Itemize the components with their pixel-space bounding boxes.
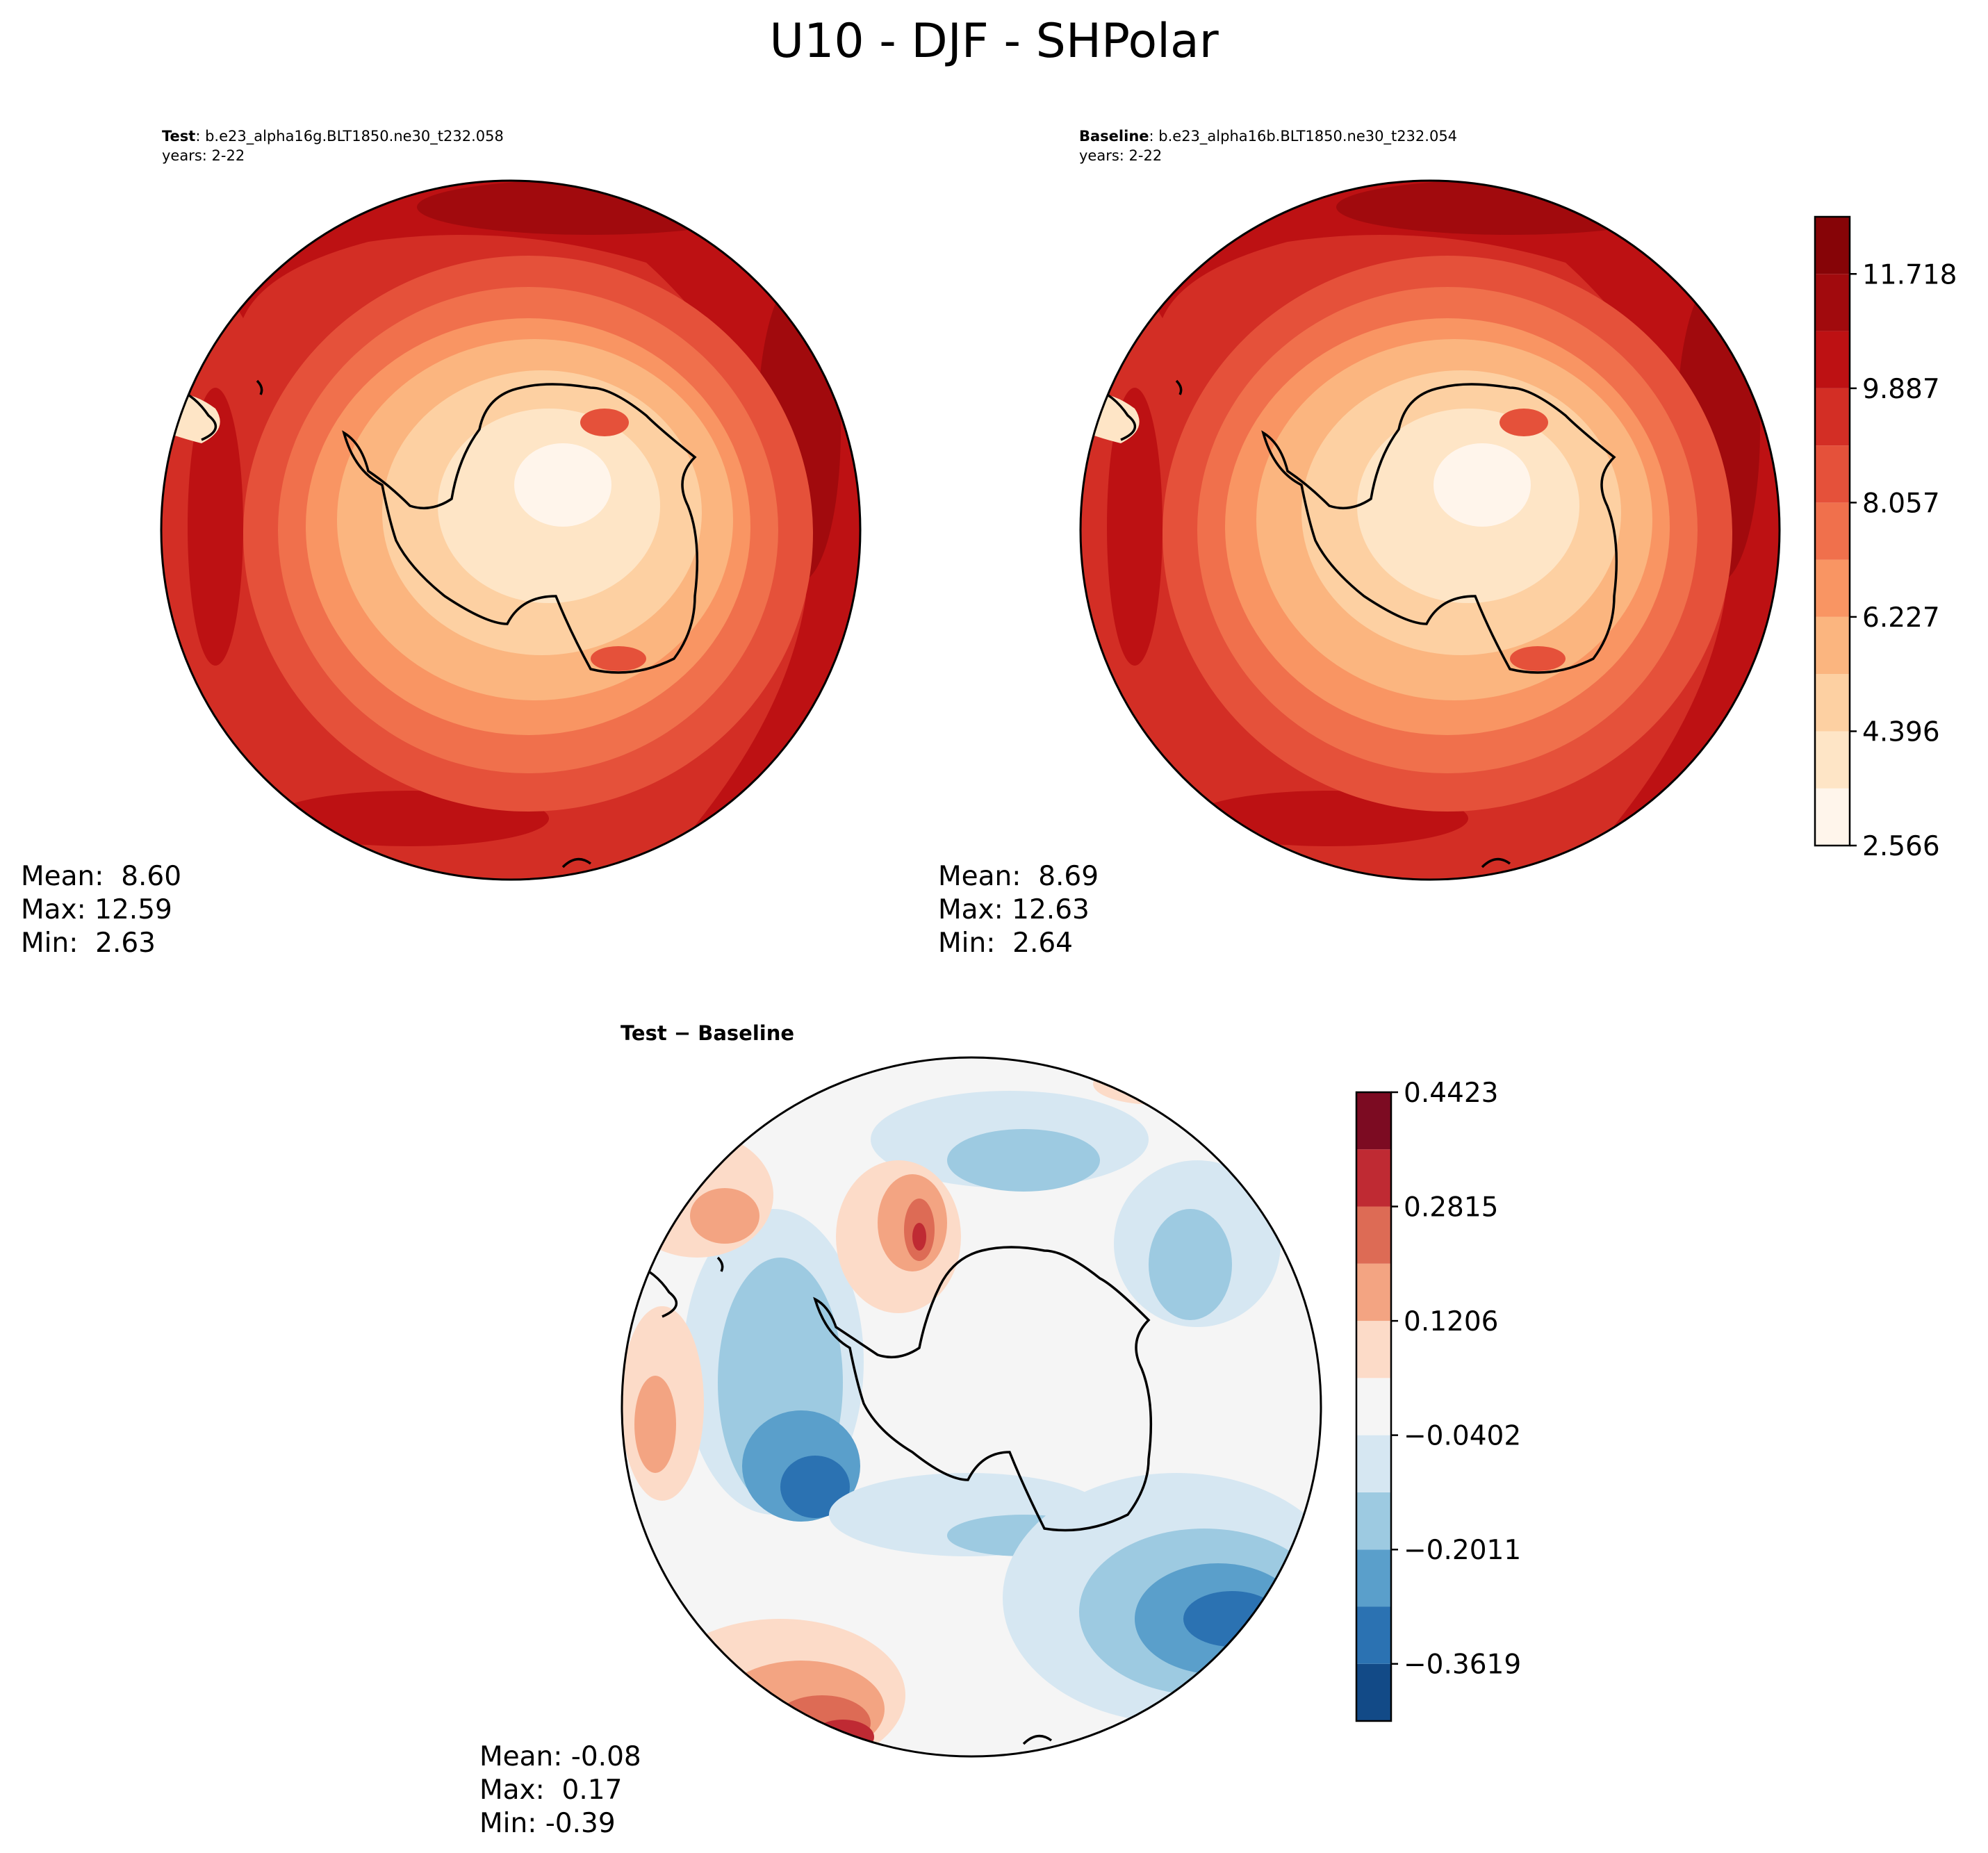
- diff-stats: Mean: -0.08 Max: 0.17 Min: -0.39: [479, 1740, 641, 1840]
- diff-title: Test − Baseline: [621, 1021, 795, 1045]
- diff-colorbar-segment: [1356, 1492, 1391, 1550]
- test-max: Max: 12.59: [21, 894, 172, 925]
- main-colorbar-segment: [1815, 388, 1850, 446]
- main-colorbar-segment: [1815, 674, 1850, 732]
- baseline-map: [1079, 179, 1781, 881]
- diff-mean: Mean: -0.08: [479, 1741, 641, 1772]
- diff-colorbar-tick-label: 0.1206: [1404, 1306, 1498, 1337]
- test-case-name: : b.e23_alpha16g.BLT1850.ne30_t232.058: [195, 128, 504, 145]
- baseline-case-name: : b.e23_alpha16b.BLT1850.ne30_t232.054: [1149, 128, 1458, 145]
- main-colorbar-segment: [1815, 731, 1850, 789]
- main-colorbar-segment: [1815, 274, 1850, 331]
- main-colorbar: 2.566 4.396 6.227 8.057 9.887 11.718: [1814, 215, 1957, 862]
- main-colorbar-tick-label: 6.227: [1862, 602, 1940, 634]
- main-colorbar-segment: [1815, 445, 1850, 503]
- diff-colorbar-segment: [1356, 1606, 1391, 1664]
- diff-colorbar-segment: [1356, 1663, 1391, 1721]
- antarctica-coastline: [173, 379, 699, 868]
- diff-min: Min: -0.39: [479, 1808, 616, 1839]
- main-colorbar-tick-label: 2.566: [1862, 831, 1940, 862]
- baseline-max: Max: 12.63: [938, 894, 1090, 925]
- baseline-mean: Mean: 8.69: [938, 861, 1099, 892]
- test-years: years: 2-22: [162, 147, 245, 164]
- main-colorbar-tick-label: 9.887: [1862, 374, 1940, 405]
- baseline-min: Min: 2.64: [938, 928, 1073, 959]
- diff-colorbar-frame: [1355, 1091, 1393, 1722]
- diff-colorbar-tick-label: −0.0402: [1404, 1421, 1521, 1452]
- main-colorbar-segment: [1815, 559, 1850, 617]
- diff-colorbar-tick-label: 0.4423: [1404, 1078, 1498, 1109]
- diff-map: [621, 1056, 1322, 1758]
- test-min: Min: 2.63: [21, 928, 156, 959]
- diff-colorbar-segment: [1356, 1149, 1391, 1207]
- diff-colorbar-segment: [1356, 1435, 1391, 1492]
- diff-colorbar-tick-label: 0.2815: [1404, 1192, 1498, 1224]
- baseline-label: Baseline: [1079, 128, 1149, 145]
- main-colorbar-frame: [1814, 215, 1851, 847]
- main-colorbar-tick-label: 11.718: [1862, 259, 1957, 290]
- diff-colorbar-tick-label: −0.2011: [1404, 1535, 1521, 1566]
- diff-colorbar: −0.3619 −0.2011 −0.0402 0.1206 0.2815 0.4423: [1355, 1078, 1521, 1722]
- diff-max: Max: 0.17: [479, 1774, 623, 1806]
- baseline-stats: Mean: 8.69 Max: 12.63 Min: 2.64: [938, 860, 1099, 960]
- test-mean: Mean: 8.60: [21, 861, 182, 892]
- main-colorbar-tick-label: 8.057: [1862, 488, 1940, 519]
- diff-colorbar-segment: [1356, 1092, 1391, 1150]
- baseline-years: years: 2-22: [1079, 147, 1163, 164]
- diff-colorbar-segment: [1356, 1263, 1391, 1321]
- diff-colorbar-segment: [1356, 1321, 1391, 1378]
- main-colorbar-segment: [1815, 788, 1850, 846]
- antarctica-coastline: [1092, 379, 1618, 868]
- main-colorbar-segment: [1815, 616, 1850, 675]
- test-stats: Mean: 8.60 Max: 12.59 Min: 2.63: [21, 860, 181, 960]
- baseline-case-label: Baseline: b.e23_alpha16b.BLT1850.ne30_t2…: [1079, 126, 1457, 146]
- diff-colorbar-tick-label: −0.3619: [1404, 1649, 1521, 1681]
- main-colorbar-tick-label: 4.396: [1862, 716, 1940, 748]
- main-colorbar-segment: [1815, 331, 1850, 388]
- test-map: [160, 179, 862, 881]
- diff-colorbar-segment: [1356, 1378, 1391, 1435]
- main-colorbar-segment: [1815, 217, 1850, 274]
- main-colorbar-segment: [1815, 502, 1850, 560]
- test-case-label: Test: b.e23_alpha16g.BLT1850.ne30_t232.0…: [162, 126, 504, 146]
- figure-title: U10 - DJF - SHPolar: [769, 14, 1219, 69]
- diff-colorbar-segment: [1356, 1206, 1391, 1264]
- diff-colorbar-segment: [1356, 1549, 1391, 1607]
- test-label: Test: [162, 128, 196, 145]
